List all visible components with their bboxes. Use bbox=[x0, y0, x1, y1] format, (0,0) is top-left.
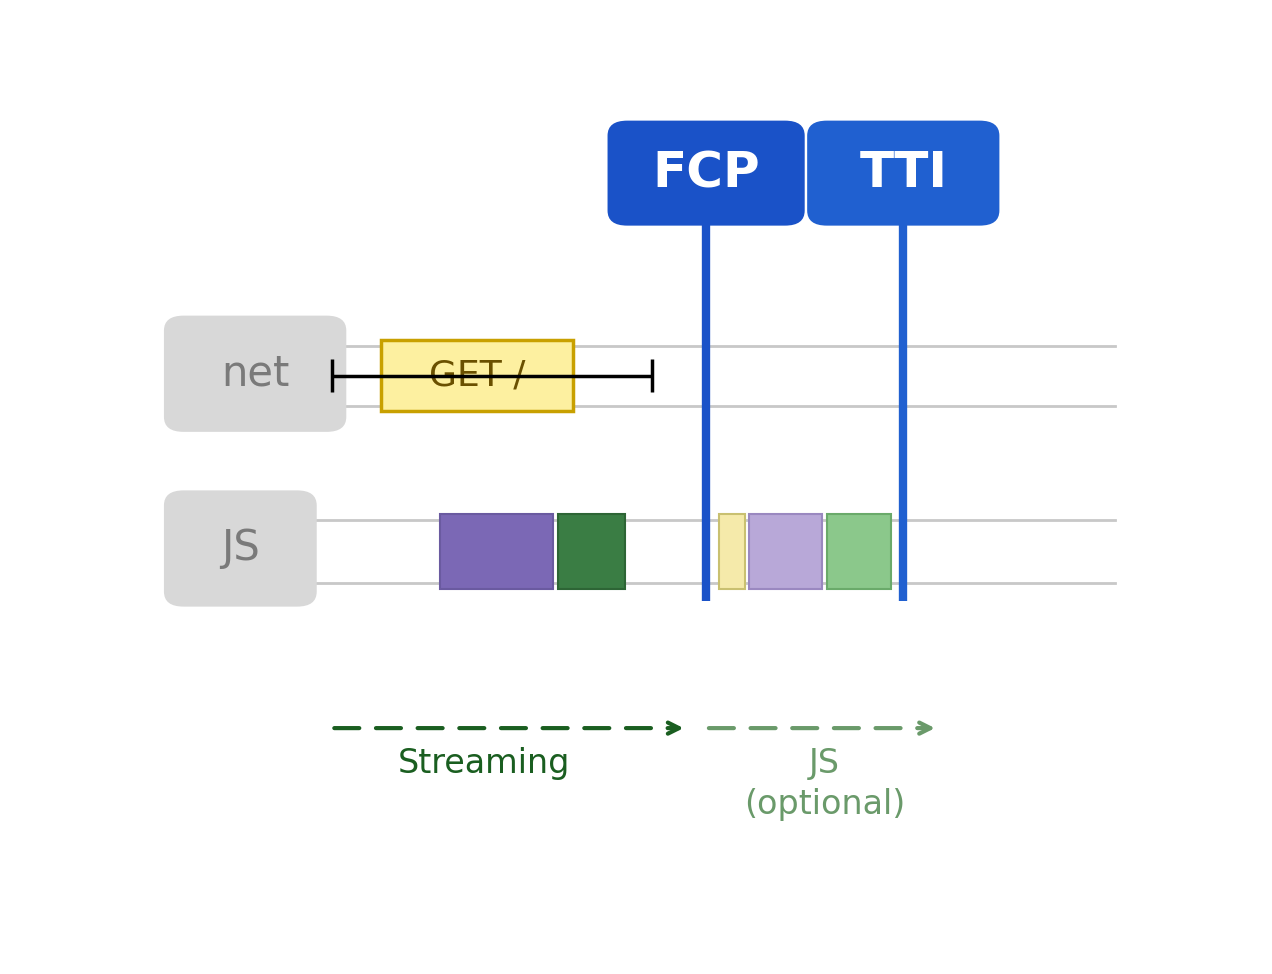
Bar bbox=[719, 514, 744, 589]
Text: net: net bbox=[221, 353, 289, 394]
FancyBboxPatch shape bbox=[164, 316, 346, 431]
Bar bbox=[827, 514, 892, 589]
FancyBboxPatch shape bbox=[164, 490, 317, 607]
FancyBboxPatch shape bbox=[608, 121, 805, 226]
Bar bbox=[748, 514, 823, 589]
Bar bbox=[558, 514, 626, 589]
Text: JS
(optional): JS (optional) bbox=[744, 747, 906, 821]
Text: JS: JS bbox=[221, 528, 259, 570]
Bar bbox=[380, 340, 574, 411]
FancyBboxPatch shape bbox=[808, 121, 1000, 226]
Text: GET /: GET / bbox=[429, 358, 525, 393]
Bar bbox=[440, 514, 553, 589]
Text: FCP: FCP bbox=[653, 149, 759, 197]
Text: Streaming: Streaming bbox=[398, 747, 571, 780]
Text: TTI: TTI bbox=[860, 149, 948, 197]
